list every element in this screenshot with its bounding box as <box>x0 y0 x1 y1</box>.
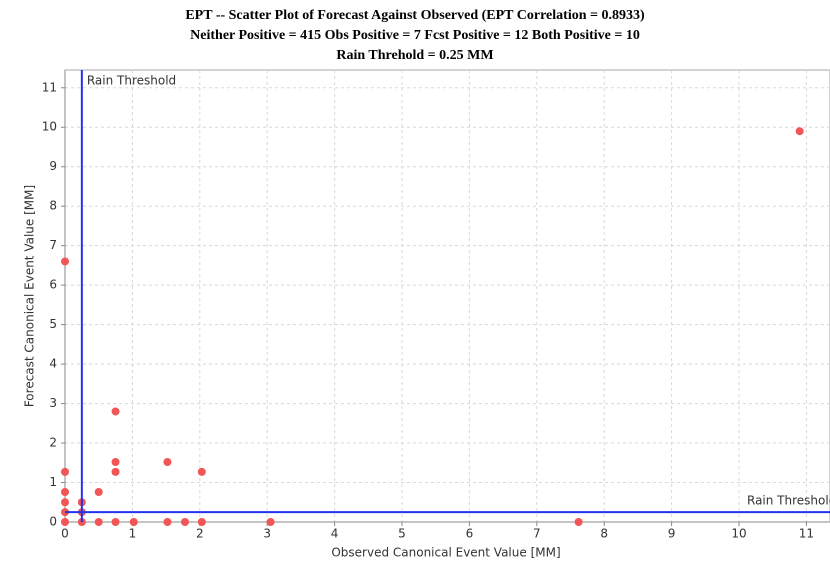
y-tick-label: 6 <box>49 278 57 292</box>
threshold-label: Rain Threshold <box>747 494 830 508</box>
x-tick-label: 0 <box>61 527 69 541</box>
y-tick-label: 1 <box>49 475 57 489</box>
y-tick-label: 4 <box>49 357 57 371</box>
y-axis-label: Forecast Canonical Event Value [MM] <box>23 185 37 407</box>
point <box>129 518 138 526</box>
y-tick-label: 11 <box>42 80 57 94</box>
y-tick-label: 8 <box>49 199 57 213</box>
point <box>574 518 583 526</box>
x-tick-label: 4 <box>331 527 339 541</box>
point <box>61 257 69 266</box>
x-tick-label: 5 <box>398 527 406 541</box>
point <box>795 127 804 136</box>
chart-subtitle: Neither Positive = 415 Obs Positive = 7 … <box>190 28 640 43</box>
x-tick-label: 9 <box>668 527 676 541</box>
x-axis-label: Observed Canonical Event Value [MM] <box>331 546 560 560</box>
y-tick-label: 9 <box>49 159 57 173</box>
point <box>111 407 120 416</box>
x-tick-label: 1 <box>129 527 137 541</box>
point <box>111 457 120 466</box>
point <box>94 518 103 526</box>
point <box>111 467 120 476</box>
point <box>163 457 172 466</box>
point <box>61 498 69 507</box>
point <box>197 467 206 476</box>
point <box>197 518 206 526</box>
point <box>180 518 189 526</box>
point <box>163 518 172 526</box>
point <box>111 518 120 526</box>
y-tick-label: 3 <box>49 396 57 410</box>
y-tick-label: 5 <box>49 317 57 331</box>
x-tick-label: 6 <box>466 527 474 541</box>
point <box>61 467 69 476</box>
point <box>94 487 103 496</box>
chart-title: EPT -- Scatter Plot of Forecast Against … <box>185 8 645 23</box>
x-tick-label: 10 <box>731 527 746 541</box>
point <box>266 518 275 526</box>
y-tick-label: 0 <box>49 515 57 529</box>
chart-subtitle: Rain Threhold = 0.25 MM <box>336 48 493 63</box>
x-tick-label: 2 <box>196 527 204 541</box>
x-tick-label: 7 <box>533 527 541 541</box>
x-tick-label: 3 <box>263 527 271 541</box>
y-tick-label: 10 <box>42 120 57 134</box>
x-tick-label: 8 <box>600 527 608 541</box>
point <box>61 518 69 526</box>
point <box>61 487 69 496</box>
threshold-label: Rain Threshold <box>87 74 176 88</box>
y-tick-label: 7 <box>49 238 57 252</box>
plot-area <box>64 69 830 523</box>
y-tick-label: 2 <box>49 436 57 450</box>
x-tick-label: 11 <box>799 527 814 541</box>
